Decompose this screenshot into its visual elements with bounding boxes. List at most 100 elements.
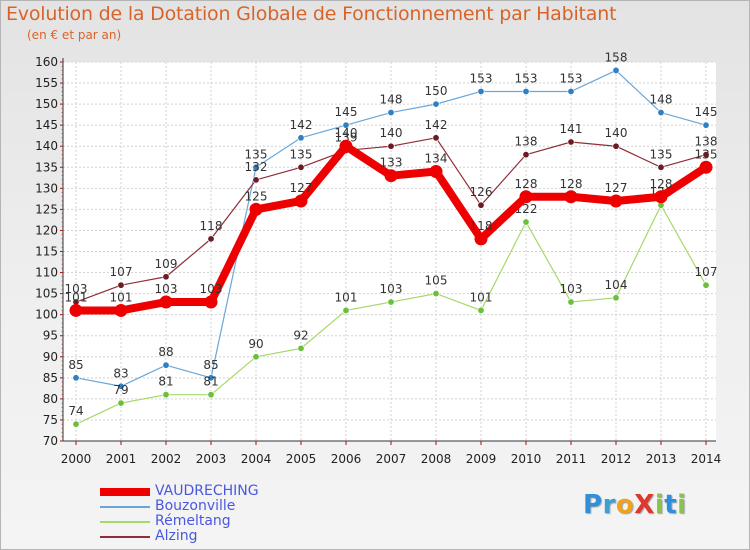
data-point — [477, 87, 485, 95]
data-point — [432, 100, 440, 108]
data-point — [114, 303, 128, 317]
data-point — [162, 361, 170, 369]
data-point — [522, 218, 530, 226]
data-label: 128 — [515, 177, 538, 191]
legend-label: Bouzonville — [155, 498, 236, 514]
data-point — [162, 273, 170, 281]
data-label: 83 — [113, 366, 128, 380]
x-tick-label: 2003 — [196, 452, 227, 466]
y-tick-label: 155 — [35, 76, 58, 90]
data-label: 140 — [335, 126, 358, 140]
data-label: 127 — [290, 181, 313, 195]
data-point — [702, 121, 710, 129]
x-tick-label: 2000 — [61, 452, 92, 466]
data-point — [249, 202, 263, 216]
x-tick-label: 2002 — [151, 452, 182, 466]
data-label: 142 — [290, 118, 313, 132]
y-tick-label: 160 — [35, 55, 58, 69]
logo-letter: t — [664, 490, 678, 520]
data-point — [567, 87, 575, 95]
data-point — [297, 134, 305, 142]
y-tick-label: 120 — [35, 223, 58, 237]
y-tick-label: 110 — [35, 266, 58, 280]
data-point — [294, 194, 308, 208]
data-point — [297, 163, 305, 171]
chart-title: Evolution de la Dotation Globale de Fonc… — [6, 3, 617, 25]
data-point — [72, 420, 80, 428]
logo-letter: i — [677, 490, 687, 520]
data-point — [297, 344, 305, 352]
y-tick-label: 145 — [35, 118, 58, 132]
data-label: 128 — [560, 177, 583, 191]
legend-label: Rémeltang — [155, 513, 231, 529]
data-point — [207, 374, 215, 382]
data-point — [429, 164, 443, 178]
data-label: 101 — [110, 290, 133, 304]
series-bouzonville: 85 83 88 85 135 142 145 148 150 153 153 153 158 148 14… — [68, 50, 718, 390]
data-point — [204, 295, 218, 309]
logo-letter: X — [634, 490, 655, 520]
legend-swatch — [100, 506, 150, 508]
data-point — [522, 87, 530, 95]
data-label: 109 — [155, 257, 178, 271]
data-label: 85 — [68, 358, 83, 372]
data-point — [567, 138, 575, 146]
y-tick-label: 95 — [43, 329, 58, 343]
data-label: 135 — [650, 147, 673, 161]
data-point — [117, 281, 125, 289]
data-label: 140 — [605, 126, 628, 140]
data-label: 104 — [605, 278, 628, 292]
data-label: 92 — [293, 328, 308, 342]
data-label: 153 — [515, 71, 538, 85]
data-label: 132 — [245, 160, 268, 174]
proxiti-logo: ProXiti — [583, 490, 687, 520]
data-label: 140 — [380, 126, 403, 140]
legend-swatch — [100, 536, 150, 538]
data-label: 103 — [560, 282, 583, 296]
data-label: 128 — [650, 177, 673, 191]
data-point — [612, 66, 620, 74]
data-point — [432, 290, 440, 298]
data-label: 133 — [380, 156, 403, 170]
data-label: 125 — [245, 189, 268, 203]
data-point — [702, 281, 710, 289]
legend-swatch — [100, 521, 150, 523]
data-point — [207, 235, 215, 243]
data-point — [474, 232, 488, 246]
data-label: 81 — [158, 375, 173, 389]
data-label: 135 — [245, 147, 268, 161]
data-label: 145 — [695, 105, 718, 119]
y-tick-label: 115 — [35, 245, 58, 259]
data-point — [432, 134, 440, 142]
data-point — [477, 201, 485, 209]
data-point — [612, 294, 620, 302]
logo-letter: i — [654, 490, 665, 520]
y-tick-label: 85 — [43, 371, 58, 385]
y-tick-label: 135 — [35, 160, 58, 174]
data-label: 74 — [68, 404, 83, 418]
x-tick-label: 2011 — [556, 452, 587, 466]
data-label: 153 — [470, 71, 493, 85]
data-point — [609, 194, 623, 208]
data-point — [477, 306, 485, 314]
data-point — [699, 160, 713, 174]
series-remeltang: 747981819092101103105101122103104126107 — [68, 185, 717, 428]
data-label: 81 — [203, 375, 218, 389]
data-label: 101 — [335, 290, 358, 304]
x-tick-label: 2014 — [691, 452, 722, 466]
data-label: 103 — [200, 282, 223, 296]
data-label: 141 — [560, 122, 583, 136]
x-tick-label: 2010 — [511, 452, 542, 466]
y-tick-label: 105 — [35, 287, 58, 301]
data-point — [252, 163, 260, 171]
y-tick-label: 140 — [35, 139, 58, 153]
x-tick-label: 2009 — [466, 452, 497, 466]
data-point — [342, 121, 350, 129]
legend-label: Alzing — [155, 528, 198, 544]
x-tick-label: 2006 — [331, 452, 362, 466]
data-label: 118 — [470, 219, 493, 233]
data-point — [159, 295, 173, 309]
data-label: 138 — [515, 135, 538, 149]
